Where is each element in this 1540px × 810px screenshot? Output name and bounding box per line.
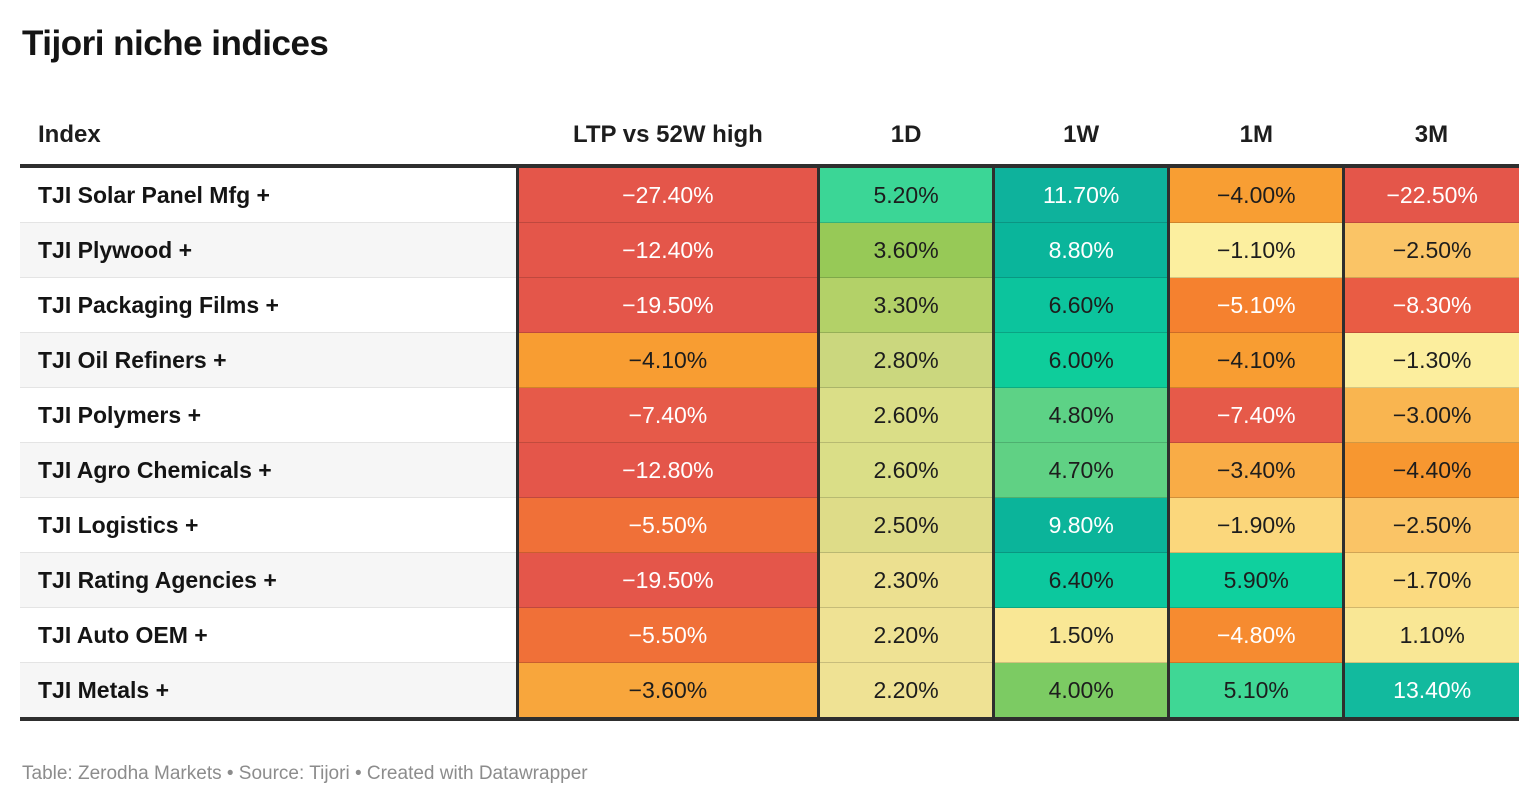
1m-cell: −3.40% [1167, 442, 1344, 498]
1m-cell: −1.90% [1167, 497, 1344, 553]
ltp-cell: −7.40% [515, 387, 819, 443]
column-header-ltp-vs-52w-high: LTP vs 52W high [517, 106, 819, 168]
1w-cell: 9.80% [992, 497, 1169, 553]
column-header-3m: 3M [1343, 106, 1519, 168]
index-name-cell[interactable]: TJI Oil Refiners + [20, 332, 518, 388]
attribution-footer: Table: Zerodha Markets • Source: Tijori … [22, 763, 588, 784]
1w-cell: 8.80% [992, 222, 1169, 278]
ltp-cell: −5.50% [515, 497, 819, 553]
index-name-cell[interactable]: TJI Solar Panel Mfg + [20, 166, 518, 223]
1d-cell: 3.60% [817, 222, 994, 278]
ltp-cell: −27.40% [515, 166, 819, 223]
table-row: TJI Agro Chemicals + −12.80% 2.60% 4.70%… [20, 442, 1519, 498]
1d-cell: 2.30% [817, 552, 994, 608]
column-header-1d: 1D [818, 106, 994, 168]
ltp-cell: −4.10% [515, 332, 819, 388]
3m-cell: −2.50% [1342, 497, 1519, 553]
1d-cell: 2.60% [817, 387, 994, 443]
1m-cell: 5.90% [1167, 552, 1344, 608]
table-row: TJI Rating Agencies + −19.50% 2.30% 6.40… [20, 552, 1519, 608]
table-row: TJI Metals + −3.60% 2.20% 4.00% 5.10% 13… [20, 662, 1519, 721]
3m-cell: −22.50% [1342, 166, 1519, 223]
1w-cell: 1.50% [992, 607, 1169, 663]
index-name-cell[interactable]: TJI Packaging Films + [20, 277, 518, 333]
3m-cell: −3.00% [1342, 387, 1519, 443]
1w-cell: 11.70% [992, 166, 1169, 223]
1w-cell: 6.60% [992, 277, 1169, 333]
indices-table: Index LTP vs 52W high 1D 1W 1M 3M TJI So… [20, 106, 1519, 721]
ltp-cell: −5.50% [515, 607, 819, 663]
page-title: Tijori niche indices [22, 24, 329, 63]
3m-cell: −1.70% [1342, 552, 1519, 608]
1d-cell: 2.20% [817, 607, 994, 663]
1m-cell: −7.40% [1167, 387, 1344, 443]
1m-cell: 5.10% [1167, 662, 1344, 721]
table-row: TJI Polymers + −7.40% 2.60% 4.80% −7.40%… [20, 387, 1519, 443]
index-name-cell[interactable]: TJI Metals + [20, 662, 518, 721]
1d-cell: 2.50% [817, 497, 994, 553]
1w-cell: 6.40% [992, 552, 1169, 608]
datawrapper-table-page: Tijori niche indices Index LTP vs 52W hi… [20, 24, 1519, 784]
column-header-1w: 1W [993, 106, 1169, 168]
ltp-cell: −12.80% [515, 442, 819, 498]
table-row: TJI Oil Refiners + −4.10% 2.80% 6.00% −4… [20, 332, 1519, 388]
table-row: TJI Logistics + −5.50% 2.50% 9.80% −1.90… [20, 497, 1519, 553]
header-row: Index LTP vs 52W high 1D 1W 1M 3M [20, 106, 1519, 168]
3m-cell: −2.50% [1342, 222, 1519, 278]
1d-cell: 5.20% [817, 166, 994, 223]
1w-cell: 4.70% [992, 442, 1169, 498]
column-header-1m: 1M [1168, 106, 1344, 168]
1m-cell: −4.00% [1167, 166, 1344, 223]
index-name-cell[interactable]: TJI Logistics + [20, 497, 518, 553]
index-name-cell[interactable]: TJI Polymers + [20, 387, 518, 443]
3m-cell: −1.30% [1342, 332, 1519, 388]
table-row: TJI Auto OEM + −5.50% 2.20% 1.50% −4.80%… [20, 607, 1519, 663]
index-name-cell[interactable]: TJI Rating Agencies + [20, 552, 518, 608]
1w-cell: 6.00% [992, 332, 1169, 388]
1d-cell: 3.30% [817, 277, 994, 333]
index-name-cell[interactable]: TJI Plywood + [20, 222, 518, 278]
table-row: TJI Plywood + −12.40% 3.60% 8.80% −1.10%… [20, 222, 1519, 278]
1m-cell: −4.10% [1167, 332, 1344, 388]
index-name-cell[interactable]: TJI Auto OEM + [20, 607, 518, 663]
3m-cell: 13.40% [1342, 662, 1519, 721]
1d-cell: 2.60% [817, 442, 994, 498]
1m-cell: −4.80% [1167, 607, 1344, 663]
column-header-index: Index [20, 106, 518, 168]
ltp-cell: −19.50% [515, 552, 819, 608]
1d-cell: 2.20% [817, 662, 994, 721]
ltp-cell: −19.50% [515, 277, 819, 333]
3m-cell: 1.10% [1342, 607, 1519, 663]
1m-cell: −1.10% [1167, 222, 1344, 278]
1d-cell: 2.80% [817, 332, 994, 388]
1w-cell: 4.80% [992, 387, 1169, 443]
3m-cell: −4.40% [1342, 442, 1519, 498]
table-row: TJI Packaging Films + −19.50% 3.30% 6.60… [20, 277, 1519, 333]
1m-cell: −5.10% [1167, 277, 1344, 333]
ltp-cell: −12.40% [515, 222, 819, 278]
3m-cell: −8.30% [1342, 277, 1519, 333]
index-name-cell[interactable]: TJI Agro Chemicals + [20, 442, 518, 498]
1w-cell: 4.00% [992, 662, 1169, 721]
ltp-cell: −3.60% [515, 662, 819, 721]
table-row: TJI Solar Panel Mfg + −27.40% 5.20% 11.7… [20, 166, 1519, 223]
